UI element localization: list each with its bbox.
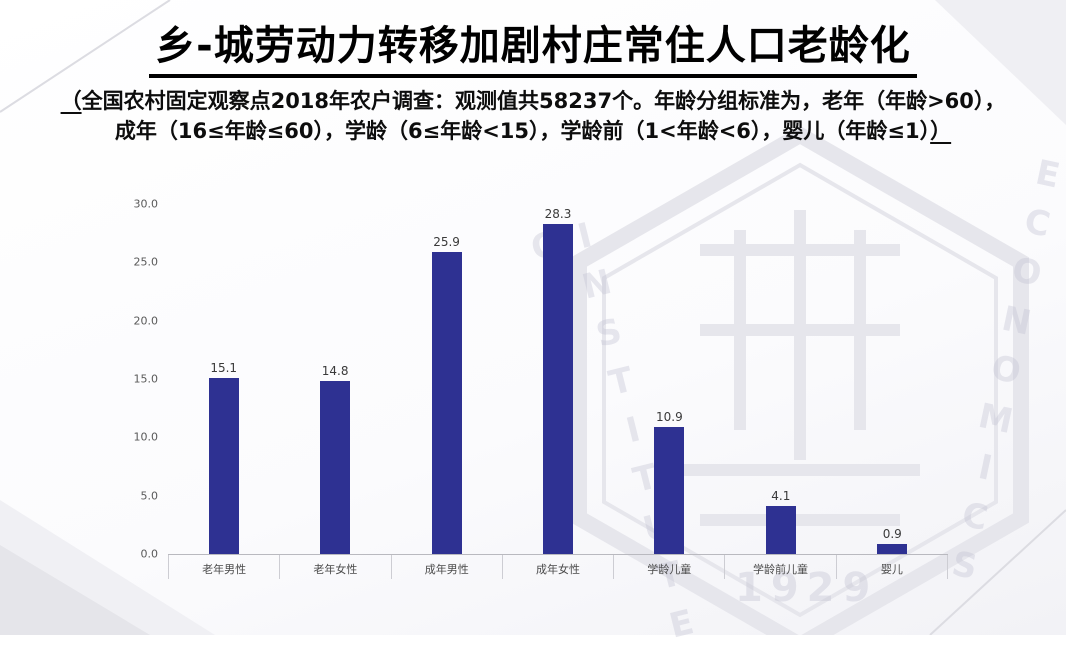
bar-column: 25.9	[391, 204, 502, 554]
y-tick-label: 15.0	[133, 372, 159, 386]
bar-column: 28.3	[502, 204, 613, 554]
background-decoration	[0, 0, 1066, 635]
bar	[877, 543, 908, 554]
y-tick-label: 0.0	[140, 547, 159, 561]
bar	[208, 377, 239, 554]
x-category-label: 成年女性	[501, 555, 613, 579]
bar	[320, 381, 351, 554]
bar-column: 0.9	[837, 204, 948, 554]
x-category-label: 老年男性	[168, 555, 279, 579]
bar-value-label: 10.9	[656, 409, 683, 424]
subtitle-line2: 成年（16≤年龄≤60），学龄（6≤年龄<15），学龄前（1<年龄<6），婴儿（…	[114, 119, 931, 144]
x-axis: 老年男性 老年女性 成年男性 成年女性 学龄儿童 学龄前儿童 婴儿	[168, 554, 948, 579]
slide-title: 乡-城劳动力转移加剧村庄常住人口老龄化	[149, 22, 917, 78]
bar-column: 4.1	[725, 204, 836, 554]
y-tick-label: 5.0	[140, 489, 159, 503]
watermark-year-text: 1929	[735, 565, 879, 611]
subtitle-open-paren: （	[60, 89, 82, 113]
bar	[542, 223, 573, 554]
plot-wrap: 15.1 14.8 25.9 28.3 10.9 4.1 0.9 老年男性 老年女性 成年男性成…	[168, 204, 948, 579]
slide-header: 乡-城劳动力转移加剧村庄常住人口老龄化 （全国农村固定观察点2018年农户调查：…	[0, 22, 1066, 147]
bar-value-label: 28.3	[544, 206, 572, 221]
bar-chart: 0.0 5.0 10.0 15.0 20.0 25.0 30.0 15.1 14.8 25.9 2…	[118, 198, 948, 579]
corner-shape-top-right	[935, 0, 1066, 125]
x-category-label: 婴儿	[835, 555, 948, 579]
x-category-label: 成年男性	[390, 555, 502, 579]
y-tick-label: 25.0	[133, 255, 159, 269]
corner-line-top-left	[0, 0, 171, 113]
subtitle-line1: 全国农村固定观察点2018年农户调查：观测值共58237个。年龄分组标准为，老年…	[81, 89, 1006, 113]
subtitle-close-paren: ）	[930, 119, 952, 144]
x-category-label: 老年女性	[279, 555, 390, 579]
bar-column: 15.1	[168, 204, 279, 554]
bar-value-label: 0.9	[882, 526, 902, 541]
hexagon-logo-watermark	[571, 125, 1029, 635]
bar	[431, 251, 462, 554]
corner-shape-bottom-left	[0, 545, 150, 635]
bar	[765, 506, 796, 554]
x-category-label: 学龄儿童	[613, 555, 724, 579]
slide-subtitle: （全国农村固定观察点2018年农户调查：观测值共58237个。年龄分组标准为，老…	[0, 86, 1066, 147]
bar	[654, 426, 685, 554]
bar-column: 14.8	[279, 204, 390, 554]
y-tick-label: 10.0	[133, 430, 159, 444]
bar-value-label: 14.8	[321, 364, 349, 379]
y-axis: 0.0 5.0 10.0 15.0 20.0 25.0 30.0	[118, 198, 168, 561]
y-tick-label: 20.0	[133, 314, 159, 328]
bar-value-label: 15.1	[210, 360, 238, 375]
corner-line-bottom-right	[929, 509, 1066, 635]
y-tick-label: 30.0	[133, 197, 159, 211]
bar-value-label: 25.9	[433, 234, 460, 249]
plot-area: 15.1 14.8 25.9 28.3 10.9 4.1 0.9	[168, 204, 948, 554]
bar-value-label: 4.1	[771, 489, 791, 504]
bar-column: 10.9	[614, 204, 725, 554]
x-category-label: 学龄前儿童	[724, 555, 835, 579]
